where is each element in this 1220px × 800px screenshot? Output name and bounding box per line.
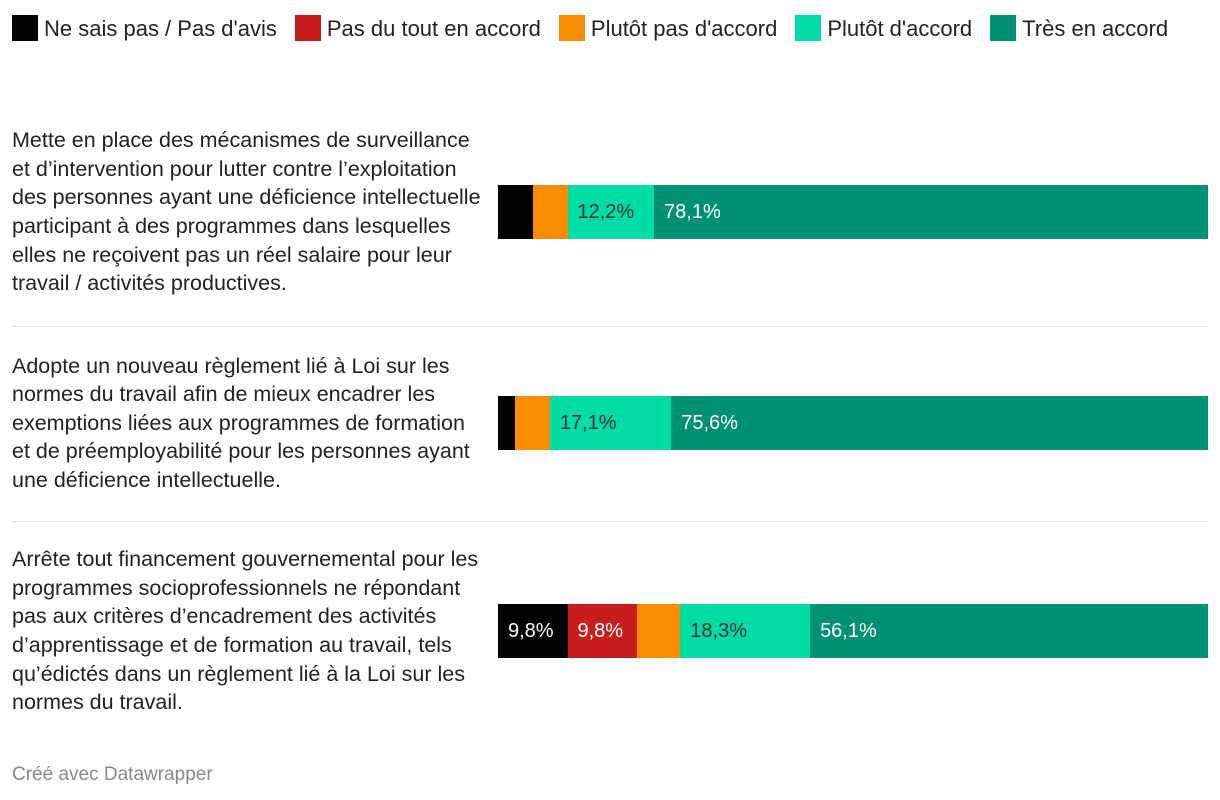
legend-label: Plutôt d'accord [827,16,973,41]
data-label: 9,8% [577,619,624,642]
bar-segment: 78,1% [654,185,1208,239]
bar-segment: 75,6% [671,396,1208,450]
credit-footer: Créé avec Datawrapper [12,764,213,785]
bar-segment: 12,2% [567,185,655,239]
legend-swatch [294,15,321,41]
bar-segment: 18,3% [680,604,811,658]
data-label: 56,1% [820,619,877,642]
bar-segment: 56,1% [810,604,1208,658]
bar-segment [498,185,533,239]
category-label: Arrête tout financement gouvernemental p… [12,547,479,715]
data-label: 12,2% [577,200,635,223]
legend-label: Très en accord [1022,16,1169,41]
stacked-bar: 17,1% 75,6% [498,396,1208,450]
legend-item: Plutôt d'accord [795,12,972,46]
bar-segment [515,396,550,450]
data-label: 9,8% [508,619,554,642]
legend-item: Très en accord [990,12,1168,46]
stacked-bar: 9,8% 9,8% 18,3% 56,1% [498,604,1208,658]
category-label: Adopte un nouveau règlement lié à Loi su… [12,353,470,492]
bar-segment [532,185,568,239]
legend-swatch [990,15,1017,41]
data-label: 18,3% [690,619,747,642]
stacked-bar: 12,2% 78,1% [498,185,1208,239]
legend-label: Ne sais pas / Pas d'avis [44,16,277,41]
bar-segment: 9,8% [567,604,637,658]
category-label: Mette en place des mécanismes de surveil… [12,128,481,296]
data-label: 78,1% [664,200,721,223]
bar-segment: 17,1% [549,396,672,450]
legend-label: Pas du tout en accord [326,16,541,41]
chart-row: Mette en place des mécanismes de surveil… [12,100,1208,327]
legend-swatch [12,15,38,41]
legend-label: Plutôt pas d'accord [590,16,778,41]
data-label: 17,1% [559,411,617,434]
bar-segment [498,396,516,450]
legend: Ne sais pas / Pas d'avis Pas du tout en a… [12,12,1212,46]
chart-row: Arrête tout financement gouvernemental p… [12,522,1208,742]
legend-swatch [558,15,585,41]
chart-row: Adopte un nouveau règlement lié à Loi su… [12,327,1208,522]
legend-swatch [795,15,822,41]
data-label: 75,6% [681,411,738,434]
legend-item: Plutôt pas d'accord [558,12,778,46]
legend-item: Pas du tout en accord [294,12,541,46]
chart-rows: Mette en place des mécanismes de surveil… [12,100,1208,742]
legend-item: Ne sais pas / Pas d'avis [12,12,277,46]
bar-segment [637,604,681,658]
bar-segment: 9,8% [498,604,568,658]
